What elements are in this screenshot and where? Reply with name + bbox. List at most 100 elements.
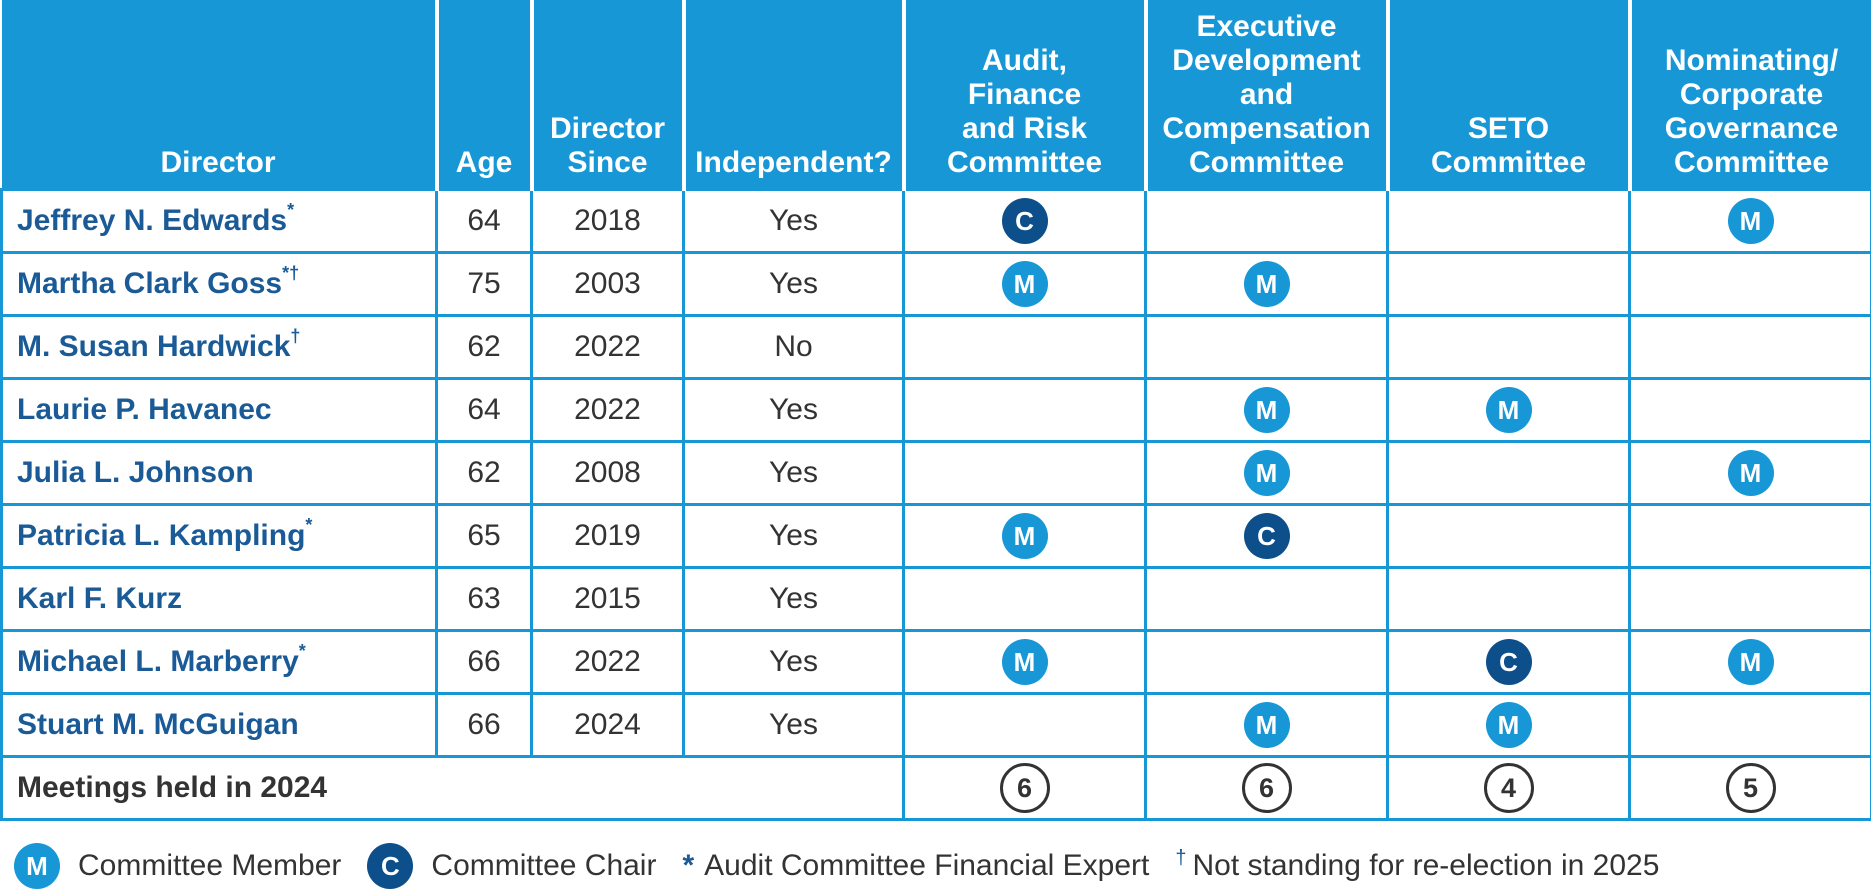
director-independent: Yes	[684, 441, 904, 504]
committee-cell: M	[904, 252, 1146, 315]
header-director: Director	[2, 0, 437, 189]
member-badge-icon: M	[1244, 450, 1290, 496]
director-independent: Yes	[684, 630, 904, 693]
director-independent: Yes	[684, 693, 904, 756]
director-since: 2022	[532, 378, 684, 441]
meetings-count: 5	[1726, 763, 1776, 813]
director-name: Michael L. Marberry	[17, 645, 299, 678]
director-name-cell: Karl F. Kurz	[2, 567, 437, 630]
legend-expert-label: Audit Committee Financial Expert	[704, 849, 1149, 883]
committee-cell: M	[1146, 441, 1388, 504]
director-age: 63	[437, 567, 532, 630]
member-badge-icon: M	[1002, 639, 1048, 685]
meetings-count: 6	[1242, 763, 1292, 813]
director-name-cell: Laurie P. Havanec	[2, 378, 437, 441]
member-badge-icon: M	[1728, 198, 1774, 244]
member-badge-icon: M	[1244, 261, 1290, 307]
director-age: 66	[437, 693, 532, 756]
legend-member: M Committee Member	[14, 843, 341, 889]
committee-cell: M	[1388, 693, 1630, 756]
member-badge-icon: M	[1002, 513, 1048, 559]
director-name: Julia L. Johnson	[17, 456, 254, 489]
director-independent: Yes	[684, 252, 904, 315]
director-name-cell: Julia L. Johnson	[2, 441, 437, 504]
committee-cell: C	[904, 189, 1146, 252]
committee-cell	[1146, 189, 1388, 252]
director-age: 62	[437, 441, 532, 504]
director-since: 2015	[532, 567, 684, 630]
director-age: 75	[437, 252, 532, 315]
committee-cell	[1630, 567, 1871, 630]
committee-cell: M	[1388, 378, 1630, 441]
legend-chair: C Committee Chair	[367, 843, 656, 889]
member-badge-icon: M	[1486, 387, 1532, 433]
committee-cell	[1388, 504, 1630, 567]
committee-cell	[1630, 693, 1871, 756]
director-age: 65	[437, 504, 532, 567]
director-name: M. Susan Hardwick	[17, 330, 290, 363]
director-independent: No	[684, 315, 904, 378]
director-footnote-mark: *	[305, 515, 312, 535]
committee-cell	[904, 378, 1146, 441]
legend: M Committee Member C Committee Chair * A…	[14, 842, 1685, 890]
committee-cell	[904, 441, 1146, 504]
director-name: Patricia L. Kampling	[17, 519, 305, 552]
director-age: 62	[437, 315, 532, 378]
director-name-cell: Stuart M. McGuigan	[2, 693, 437, 756]
header-independent: Independent?	[684, 0, 904, 189]
committee-cell	[1146, 567, 1388, 630]
director-name-cell: Michael L. Marberry*	[2, 630, 437, 693]
committee-cell	[1146, 630, 1388, 693]
dagger-icon: †	[1175, 847, 1186, 870]
director-footnote-mark: *†	[282, 263, 299, 283]
committee-cell	[1388, 315, 1630, 378]
committee-cell	[1388, 189, 1630, 252]
director-footnote-mark: *	[287, 200, 294, 220]
committee-cell: M	[1146, 693, 1388, 756]
committee-cell	[1388, 441, 1630, 504]
director-name: Martha Clark Goss	[17, 267, 282, 300]
meetings-count-cell: 6	[904, 756, 1146, 819]
committee-cell: M	[1146, 252, 1388, 315]
committee-cell	[1388, 567, 1630, 630]
meetings-count-cell: 4	[1388, 756, 1630, 819]
header-age: Age	[437, 0, 532, 189]
director-footnote-mark: †	[290, 326, 300, 346]
meetings-count: 6	[1000, 763, 1050, 813]
committee-cell: M	[1630, 441, 1871, 504]
committee-cell	[1146, 315, 1388, 378]
committee-cell	[1630, 252, 1871, 315]
committee-cell	[904, 315, 1146, 378]
director-independent: Yes	[684, 567, 904, 630]
committee-cell: M	[1630, 630, 1871, 693]
director-name-cell: Martha Clark Goss*†	[2, 252, 437, 315]
committee-cell	[1388, 252, 1630, 315]
committee-cell	[904, 693, 1146, 756]
meetings-count-cell: 6	[1146, 756, 1388, 819]
member-badge-icon: M	[1244, 387, 1290, 433]
committee-cell: M	[904, 504, 1146, 567]
meetings-count-cell: 5	[1630, 756, 1871, 819]
member-badge-icon: M	[1002, 261, 1048, 307]
legend-chair-label: Committee Chair	[431, 849, 656, 883]
director-since: 2018	[532, 189, 684, 252]
director-since: 2022	[532, 315, 684, 378]
member-badge-icon: M	[1486, 702, 1532, 748]
director-age: 66	[437, 630, 532, 693]
director-name-cell: M. Susan Hardwick†	[2, 315, 437, 378]
